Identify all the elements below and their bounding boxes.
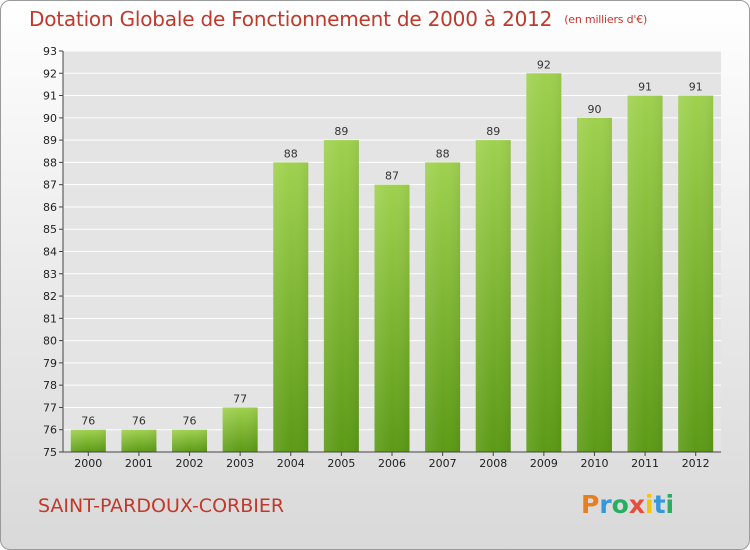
x-tick-label: 2002 bbox=[176, 457, 204, 470]
logo-letter: o bbox=[611, 490, 629, 519]
x-tick-label: 2000 bbox=[74, 457, 102, 470]
y-tick-label: 87 bbox=[43, 179, 57, 192]
x-tick-label: 2010 bbox=[580, 457, 608, 470]
value-label: 92 bbox=[537, 58, 551, 71]
y-tick-label: 83 bbox=[43, 268, 57, 281]
bar-shine bbox=[526, 73, 562, 453]
x-tick-label: 2011 bbox=[631, 457, 659, 470]
value-label: 87 bbox=[385, 170, 399, 183]
x-tick-label: 2004 bbox=[277, 457, 305, 470]
x-tick-label: 2007 bbox=[429, 457, 457, 470]
commune-name: SAINT-PARDOUX-CORBIER bbox=[38, 495, 285, 517]
bar-shine bbox=[273, 162, 309, 452]
x-tick-label: 2008 bbox=[479, 457, 507, 470]
y-tick-label: 82 bbox=[43, 290, 57, 303]
x-tick-label: 2005 bbox=[327, 457, 355, 470]
y-tick-label: 92 bbox=[43, 67, 57, 80]
bar-shine bbox=[678, 95, 714, 453]
logo-letter: i bbox=[665, 490, 675, 519]
x-tick-label: 2009 bbox=[530, 457, 558, 470]
bar-shine bbox=[323, 140, 359, 452]
logo-letter: x bbox=[628, 490, 645, 519]
value-label: 88 bbox=[436, 147, 450, 160]
y-tick-label: 85 bbox=[43, 223, 57, 236]
x-tick-label: 2001 bbox=[125, 457, 153, 470]
y-tick-label: 93 bbox=[43, 45, 57, 58]
bar-shine bbox=[374, 184, 410, 452]
y-tick-label: 91 bbox=[43, 90, 57, 103]
logo-letter: P bbox=[581, 490, 600, 519]
value-label: 89 bbox=[334, 125, 348, 138]
unit-label: (en milliers d'€) bbox=[564, 13, 648, 26]
y-tick-label: 75 bbox=[43, 446, 57, 459]
y-tick-label: 84 bbox=[43, 246, 57, 259]
bar-shine bbox=[70, 429, 106, 452]
value-label: 91 bbox=[638, 81, 652, 94]
bar-shine bbox=[475, 140, 511, 452]
value-label: 90 bbox=[587, 103, 601, 116]
logo-letter: i bbox=[645, 490, 654, 519]
bar-shine bbox=[425, 162, 461, 452]
value-label: 76 bbox=[132, 415, 146, 428]
x-tick-label: 2012 bbox=[682, 457, 710, 470]
value-label: 88 bbox=[284, 147, 298, 160]
y-tick-label: 88 bbox=[43, 156, 57, 169]
y-tick-label: 90 bbox=[43, 112, 57, 125]
x-tick-label: 2006 bbox=[378, 457, 406, 470]
logo-letter: t bbox=[653, 490, 666, 519]
proxiti-logo: Proxiti bbox=[581, 490, 674, 519]
value-label: 76 bbox=[81, 415, 95, 428]
y-tick-label: 76 bbox=[43, 424, 57, 437]
value-label: 91 bbox=[689, 81, 703, 94]
y-tick-label: 78 bbox=[43, 379, 57, 392]
y-tick-label: 79 bbox=[43, 357, 57, 370]
bar-shine bbox=[172, 429, 208, 452]
bar-shine bbox=[121, 429, 157, 452]
y-tick-label: 89 bbox=[43, 134, 57, 147]
y-tick-label: 81 bbox=[43, 312, 57, 325]
y-tick-label: 80 bbox=[43, 335, 57, 348]
value-label: 77 bbox=[233, 392, 247, 405]
value-label: 76 bbox=[183, 415, 197, 428]
y-tick-label: 77 bbox=[43, 401, 57, 414]
x-tick-label: 2003 bbox=[226, 457, 254, 470]
y-tick-label: 86 bbox=[43, 201, 57, 214]
logo-letter: r bbox=[599, 490, 612, 519]
bar-shine bbox=[222, 407, 258, 452]
value-label: 89 bbox=[486, 125, 500, 138]
bar-shine bbox=[576, 117, 612, 452]
bar-shine bbox=[627, 95, 663, 453]
chart-title: Dotation Globale de Fonctionnement de 20… bbox=[29, 7, 648, 31]
